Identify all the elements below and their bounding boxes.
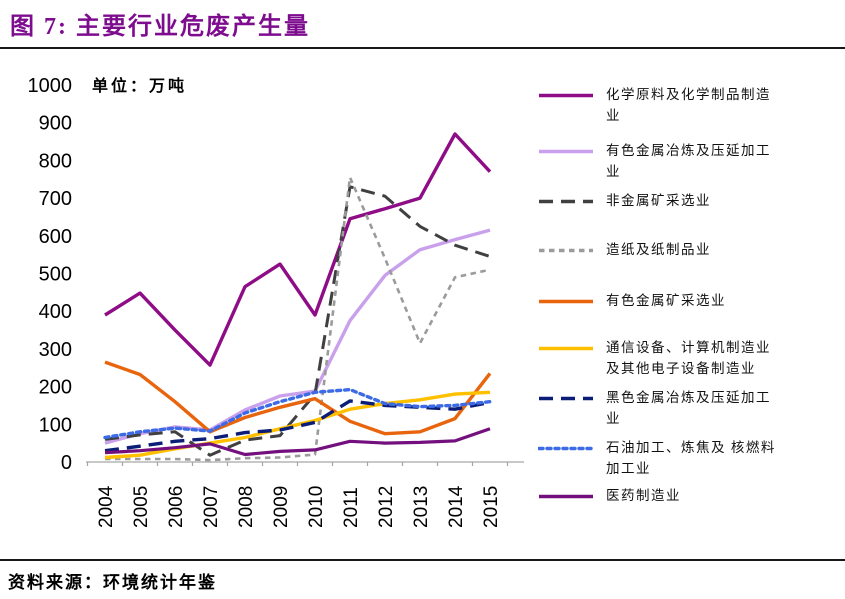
line-chart: 0 100 200 300 400 500 600 700 800 900 1000 单位：万吨 200… <box>28 75 524 528</box>
svg-text:1000: 1000 <box>28 75 73 97</box>
title-divider <box>0 47 845 49</box>
legend-label: 造纸及纸制品业 <box>606 242 711 257</box>
svg-text:900: 900 <box>39 113 72 135</box>
svg-text:2014: 2014 <box>446 485 467 528</box>
legend-item: 通信设备、计算机制造业及其他电子设备制造业 <box>538 337 838 379</box>
svg-text:600: 600 <box>39 226 72 248</box>
legend-label: 医药制造业 <box>606 488 681 503</box>
legend-item: 非金属矿采选业 <box>538 190 838 211</box>
svg-text:2015: 2015 <box>481 486 502 528</box>
svg-text:单位：万吨: 单位：万吨 <box>92 76 187 95</box>
legend-item: 造纸及纸制品业 <box>538 239 838 260</box>
svg-text:2008: 2008 <box>236 486 257 528</box>
svg-text:2011: 2011 <box>341 487 362 528</box>
legend-label: 非金属矿采选业 <box>606 193 711 208</box>
legend-label: 黑色金属冶炼及压延加工业 <box>606 390 771 426</box>
legend-swatch-line <box>539 494 593 499</box>
legend-label: 有色金属冶炼及压延加工业 <box>606 143 771 179</box>
svg-text:800: 800 <box>39 150 72 172</box>
svg-text:2013: 2013 <box>411 486 432 528</box>
footer-divider <box>0 559 845 561</box>
svg-text:500: 500 <box>39 264 72 286</box>
legend-item: 有色金属冶炼及压延加工业 <box>538 140 838 182</box>
chart-area: 0 100 200 300 400 500 600 700 800 900 1000 单位：万吨 200… <box>0 60 530 530</box>
svg-text:2009: 2009 <box>271 486 292 528</box>
figure-title: 图 7: 主要行业危废产生量 <box>10 14 310 40</box>
legend-swatch-line <box>539 299 593 304</box>
legend-label: 化学原料及化学制品制造业 <box>606 87 771 123</box>
svg-text:200: 200 <box>39 377 72 399</box>
legend-swatch-line <box>539 396 593 401</box>
legend-item: 有色金属矿采选业 <box>538 290 838 311</box>
svg-text:2007: 2007 <box>201 486 222 528</box>
legend-item: 化学原料及化学制品制造业 <box>538 84 838 126</box>
source-note: 资料来源：环境统计年鉴 <box>8 573 217 592</box>
chart-legend: 化学原料及化学制品制造业 有色金属冶炼及压延加工业非金属矿采选业 造纸及纸制品业 有色… <box>538 84 838 516</box>
legend-swatch-line <box>539 248 593 253</box>
svg-text:2012: 2012 <box>376 486 397 528</box>
svg-text:2006: 2006 <box>166 486 187 528</box>
legend-label: 石油加工、炼焦及 核燃料加工业 <box>606 440 776 476</box>
legend-swatch-line <box>539 93 593 98</box>
legend-label: 通信设备、计算机制造业及其他电子设备制造业 <box>606 340 771 376</box>
svg-text:300: 300 <box>39 339 72 361</box>
svg-text:2004: 2004 <box>96 485 117 528</box>
svg-text:700: 700 <box>39 188 72 210</box>
legend-item: 石油加工、炼焦及 核燃料加工业 <box>538 437 838 479</box>
legend-item: 医药制造业 <box>538 485 838 506</box>
svg-text:100: 100 <box>39 414 72 436</box>
legend-label: 有色金属矿采选业 <box>606 293 726 308</box>
legend-swatch-line <box>539 149 593 154</box>
svg-text:400: 400 <box>39 301 72 323</box>
legend-swatch-line <box>539 199 593 204</box>
svg-text:2010: 2010 <box>306 486 327 528</box>
svg-text:2005: 2005 <box>131 486 152 528</box>
svg-text:0: 0 <box>61 452 72 474</box>
legend-swatch-line <box>538 446 594 451</box>
legend-item: 黑色金属冶炼及压延加工业 <box>538 387 838 429</box>
legend-swatch-line <box>539 346 593 351</box>
